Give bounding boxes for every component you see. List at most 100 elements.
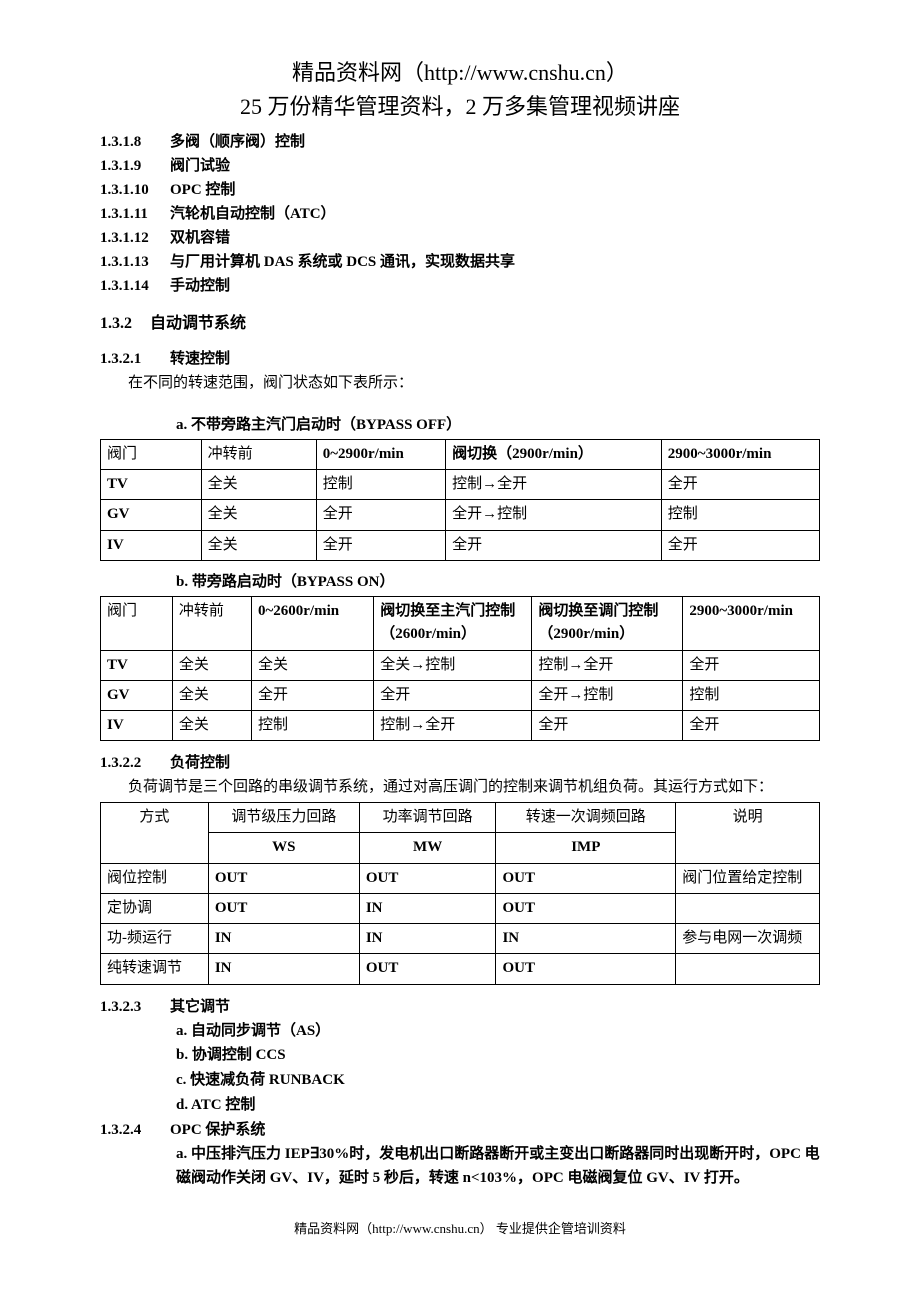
table-cell: 全开 <box>532 711 683 741</box>
toc-item-text: 阀门试验 <box>170 154 230 178</box>
toc-item-text: 汽轮机自动控制（ATC） <box>170 202 336 226</box>
table-header-cell: IMP <box>496 833 676 863</box>
table-cell: 参与电网一次调频 <box>676 924 820 954</box>
toc-item: 1.3.1.12 双机容错 <box>100 226 820 250</box>
table-cell: IN <box>359 924 496 954</box>
toc-item-text: 多阀（顺序阀）控制 <box>170 130 305 154</box>
table-header-cell: MW <box>359 833 496 863</box>
table-cell: 控制→全开 <box>446 470 662 500</box>
toc-item: 1.3.1.10OPC 控制 <box>100 178 820 202</box>
table-cell: IN <box>208 954 359 984</box>
table-row: 功-频运行INININ参与电网一次调频 <box>101 924 820 954</box>
table-b-caption: b. 带旁路启动时（BYPASS ON） <box>100 571 820 594</box>
table-cell <box>676 893 820 923</box>
table-c: 方式调节级压力回路功率调节回路转速一次调频回路说明WSMWIMP阀位控制OUTO… <box>100 802 820 985</box>
table-cell: 全关 <box>172 711 251 741</box>
toc-item: 1.3.1.8 多阀（顺序阀）控制 <box>100 130 820 154</box>
body-1-3-2-2: 负荷调节是三个回路的串级调节系统，通过对高压调门的控制来调节机组负荷。其运行方式… <box>100 775 820 800</box>
table-cell: 全关 <box>201 500 316 530</box>
table-row: 阀门冲转前0~2600r/min阀切换至主汽门控制（2600r/min）阀切换至… <box>101 597 820 651</box>
table-cell: OUT <box>208 893 359 923</box>
toc-item-text: OPC 控制 <box>170 178 235 202</box>
table-cell: 全开 <box>251 680 373 710</box>
body-1-3-2-1: 在不同的转速范围，阀门状态如下表所示： <box>100 371 820 396</box>
table-header-cell: 功率调节回路 <box>359 803 496 833</box>
table-cell: IV <box>101 530 202 560</box>
table-row: IV全关全开全开全开 <box>101 530 820 560</box>
list-item: a. 自动同步调节（AS） <box>100 1019 820 1044</box>
table-cell: 控制→全开 <box>374 711 532 741</box>
table-row: 纯转速调节INOUTOUT <box>101 954 820 984</box>
header-line-1: 精品资料网（http://www.cnshu.cn） <box>100 56 820 90</box>
table-cell: 定协调 <box>101 893 209 923</box>
toc-item-num: 1.3.1.8 <box>100 130 156 154</box>
table-row: 阀门冲转前0~2900r/min阀切换（2900r/min）2900~3000r… <box>101 439 820 469</box>
section-1-3-2: 1.3.2 自动调节系统 <box>100 312 820 337</box>
table-header-cell: 阀切换至主汽门控制（2600r/min） <box>374 597 532 651</box>
table-header-cell: 阀切换（2900r/min） <box>446 439 662 469</box>
table-cell: OUT <box>359 954 496 984</box>
table-cell: OUT <box>208 863 359 893</box>
table-cell: 全关→控制 <box>374 650 532 680</box>
table-header-cell: 0~2900r/min <box>316 439 445 469</box>
table-header-cell: 调节级压力回路 <box>208 803 359 833</box>
table-row: TV全关全关全关→控制控制→全开全开 <box>101 650 820 680</box>
table-header-cell: 冲转前 <box>172 597 251 651</box>
table-cell: 控制→全开 <box>532 650 683 680</box>
table-header-cell: 冲转前 <box>201 439 316 469</box>
table-header-cell: 方式 <box>101 803 209 864</box>
table-a-caption: a. 不带旁路主汽门启动时（BYPASS OFF） <box>100 414 820 437</box>
table-cell: 全关 <box>172 650 251 680</box>
table-cell: 阀门位置给定控制 <box>676 863 820 893</box>
toc-item-text: 双机容错 <box>170 226 230 250</box>
table-cell: 全关 <box>201 470 316 500</box>
table-cell: OUT <box>496 863 676 893</box>
table-header-cell: 0~2600r/min <box>251 597 373 651</box>
table-cell: 控制 <box>316 470 445 500</box>
table-cell: OUT <box>496 954 676 984</box>
table-cell: GV <box>101 680 173 710</box>
table-row: GV全关全开全开全开→控制控制 <box>101 680 820 710</box>
list-item: b. 协调控制 CCS <box>100 1043 820 1068</box>
table-cell: 控制 <box>683 680 820 710</box>
table-cell: IN <box>496 924 676 954</box>
table-cell: 阀位控制 <box>101 863 209 893</box>
table-cell: 全开→控制 <box>446 500 662 530</box>
page-footer: 精品资料网（http://www.cnshu.cn） 专业提供企管培训资料 <box>100 1219 820 1239</box>
table-cell: 控制 <box>661 500 819 530</box>
heading-1-3-2-3: 1.3.2.3 其它调节 <box>100 995 820 1019</box>
table-header-cell: 阀门 <box>101 597 173 651</box>
table-header-cell: 2900~3000r/min <box>683 597 820 651</box>
table-cell: IV <box>101 711 173 741</box>
item-1-3-2-4-a: a. 中压排汽压力 IEP∃30%时，发电机出口断路器断开或主变出口断路器同时出… <box>100 1142 820 1192</box>
heading-1-3-2-1: 1.3.2.1 转速控制 <box>100 347 820 371</box>
table-cell: 全开→控制 <box>532 680 683 710</box>
table-cell: 全开 <box>374 680 532 710</box>
table-cell: 全开 <box>316 500 445 530</box>
table-cell: TV <box>101 650 173 680</box>
table-cell: 纯转速调节 <box>101 954 209 984</box>
table-cell: 全开 <box>661 530 819 560</box>
table-header-cell: 2900~3000r/min <box>661 439 819 469</box>
table-cell: TV <box>101 470 202 500</box>
table-header-cell: WS <box>208 833 359 863</box>
section-num: 1.3.2 <box>100 312 132 337</box>
toc-item-num: 1.3.1.12 <box>100 226 156 250</box>
heading-1-3-2-4: 1.3.2.4 OPC 保护系统 <box>100 1118 820 1142</box>
table-row: 定协调OUTINOUT <box>101 893 820 923</box>
table-cell: 全开 <box>316 530 445 560</box>
header-line-2: 25 万份精华管理资料，2 万多集管理视频讲座 <box>100 90 820 124</box>
table-row: IV全关控制控制→全开全开全开 <box>101 711 820 741</box>
table-header-cell: 阀门 <box>101 439 202 469</box>
table-cell: 控制 <box>251 711 373 741</box>
list-item: c. 快速减负荷 RUNBACK <box>100 1068 820 1093</box>
table-cell: IN <box>359 893 496 923</box>
table-row: GV全关全开全开→控制控制 <box>101 500 820 530</box>
table-header-cell: 转速一次调频回路 <box>496 803 676 833</box>
toc-item-num: 1.3.1.14 <box>100 274 156 298</box>
table-cell: IN <box>208 924 359 954</box>
toc-item-text: 手动控制 <box>170 274 230 298</box>
document-page: 精品资料网（http://www.cnshu.cn） 25 万份精华管理资料，2… <box>0 0 920 1302</box>
table-cell: 全关 <box>201 530 316 560</box>
table-b: 阀门冲转前0~2600r/min阀切换至主汽门控制（2600r/min）阀切换至… <box>100 596 820 741</box>
